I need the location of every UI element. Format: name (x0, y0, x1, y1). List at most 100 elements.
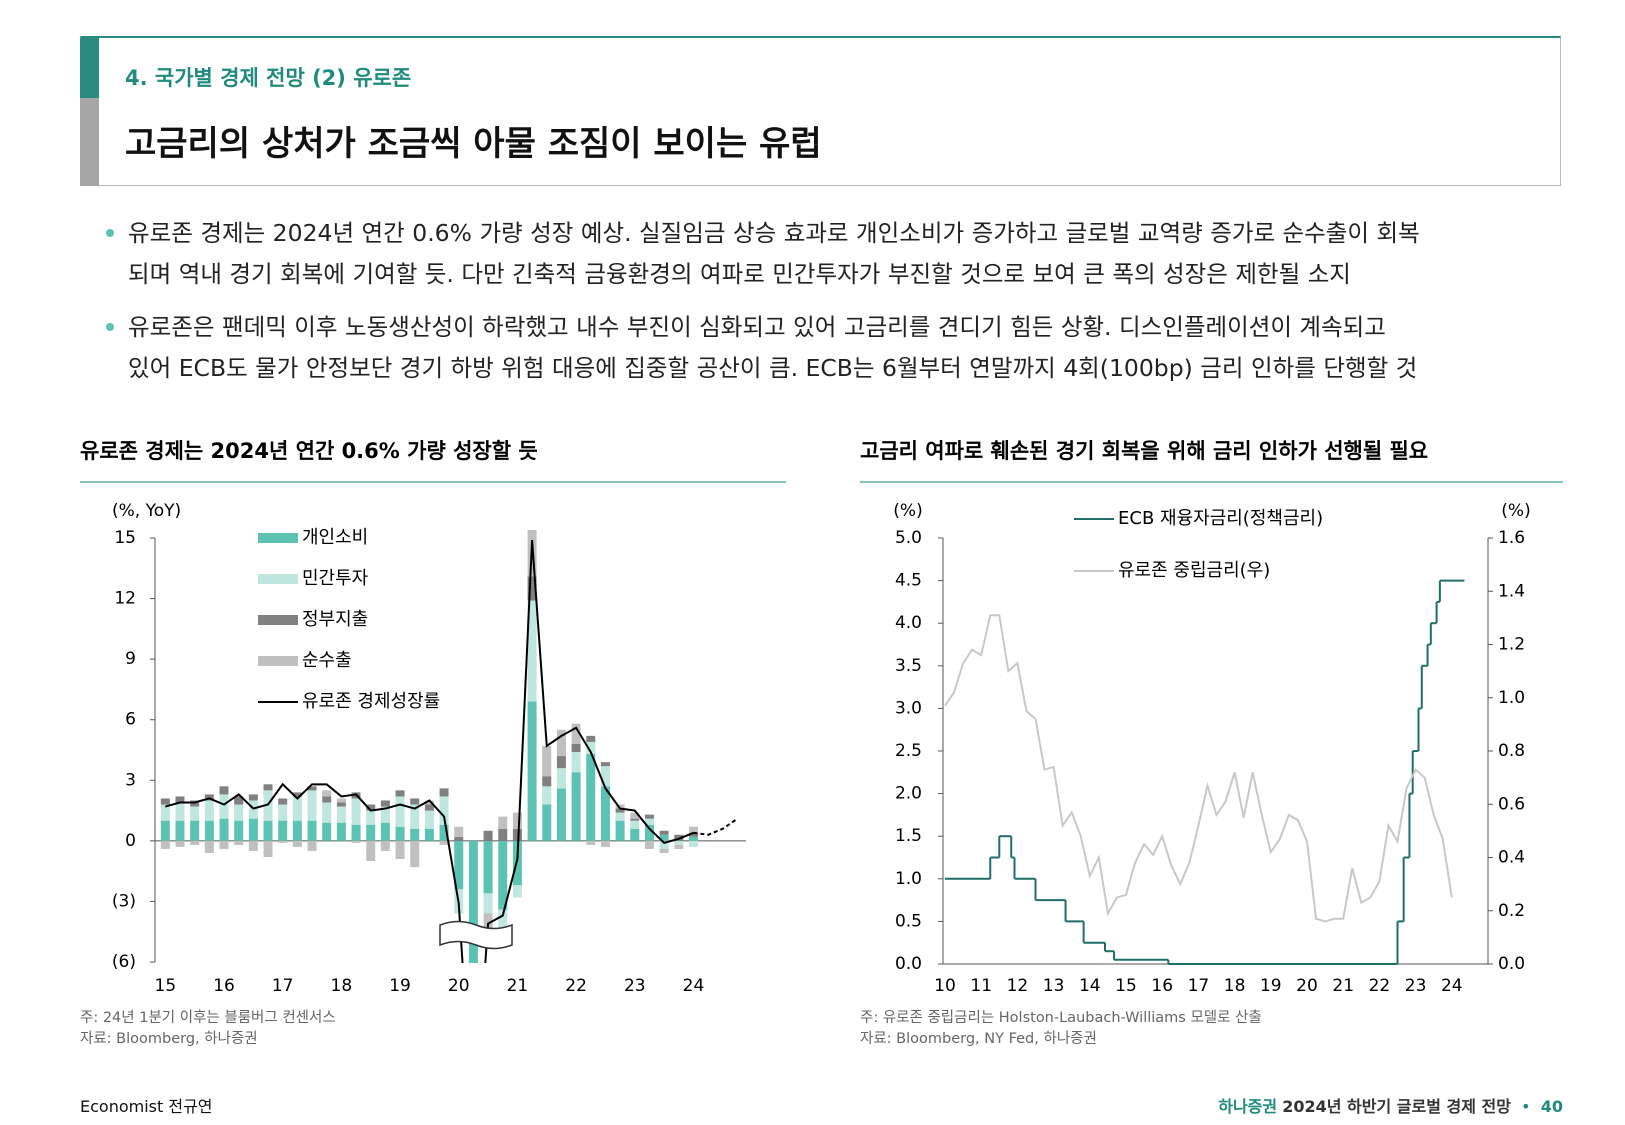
page-title: 고금리의 상처가 조금씩 아물 조짐이 보이는 유럽 (125, 124, 822, 164)
x-tick-label: 13 (1043, 976, 1065, 996)
x-tick-label: 16 (1151, 976, 1173, 996)
bar (219, 786, 229, 795)
bar (175, 802, 185, 821)
bar (615, 812, 625, 821)
x-tick-label: 11 (970, 976, 992, 996)
bar (351, 840, 361, 843)
bar (175, 840, 185, 847)
bar (410, 840, 420, 868)
bar (395, 826, 405, 841)
bar (469, 992, 478, 1083)
bar (644, 818, 654, 825)
bullet-text: 있어 ECB도 물가 안정보단 경기 하방 위험 대응에 집중할 공산이 큼. … (128, 354, 1418, 382)
bar (380, 800, 390, 807)
bar (659, 848, 669, 853)
bar (336, 806, 346, 823)
bar (512, 840, 522, 886)
bar (527, 701, 537, 841)
bar (630, 818, 640, 821)
y-tick-label: 0 (125, 831, 136, 851)
bar (248, 840, 258, 851)
bar (586, 735, 596, 742)
bar (688, 832, 698, 837)
bar (336, 822, 346, 841)
chart-title: 유로존 경제는 2024년 연간 0.6% 가량 성장할 듯 (80, 439, 538, 463)
bar (160, 798, 170, 805)
y-tick-label: 9 (125, 649, 136, 669)
bar (160, 804, 170, 821)
footer-title: 2024년 하반기 글로벌 경제 전망 (1282, 1097, 1511, 1116)
bar (644, 814, 654, 819)
bar (336, 802, 346, 807)
bar (424, 810, 434, 829)
bar (351, 798, 361, 825)
bar (542, 776, 552, 787)
bar (600, 840, 610, 847)
bar (190, 806, 200, 821)
legend-label: 유로존 경제성장률 (302, 691, 440, 712)
bar (204, 800, 214, 821)
legend-label: ECB 재융자금리(정책금리) (1118, 508, 1323, 529)
bar (571, 752, 581, 773)
x-tick-label: 23 (1405, 976, 1427, 996)
bar (175, 796, 185, 803)
bar (469, 1083, 478, 1095)
bar (175, 820, 185, 841)
bar (644, 824, 654, 841)
y2-tick-label: 1.2 (1498, 635, 1525, 655)
bar (190, 820, 200, 841)
bar (659, 834, 669, 841)
bar (542, 745, 552, 777)
bar (439, 840, 449, 845)
bar (439, 788, 449, 797)
bar (468, 840, 478, 963)
x-tick-label: 22 (1369, 976, 1391, 996)
bullet-text: 유로존은 팬데믹 이후 노동생산성이 하락했고 내수 부진이 심화되고 있어 고… (128, 313, 1386, 341)
x-tick-label: 17 (272, 976, 294, 996)
y-tick-label: 0.5 (895, 911, 922, 931)
bar (542, 786, 552, 805)
y-axis-unit: (%) (893, 501, 922, 521)
bar (674, 844, 684, 849)
bar (600, 762, 610, 767)
bar (498, 816, 508, 829)
section-label: 4. 국가별 경제 전망 (2) 유로존 (125, 66, 412, 90)
y-tick-label: 0.0 (895, 954, 922, 974)
x-tick-label: 16 (213, 976, 235, 996)
x-tick-label: 14 (1079, 976, 1101, 996)
x-tick-label: 18 (1224, 976, 1246, 996)
bar (556, 788, 566, 841)
y2-tick-label: 1.6 (1498, 528, 1525, 548)
bar (483, 830, 493, 841)
footer-page: 40 (1540, 1097, 1563, 1116)
bar (600, 786, 610, 841)
bar (380, 840, 390, 851)
bar (278, 820, 288, 841)
bar (322, 790, 332, 797)
footer-brand: 하나증권 (1218, 1097, 1278, 1116)
bar (630, 820, 640, 829)
x-tick-label: 24 (1441, 976, 1463, 996)
bar (307, 840, 317, 851)
bar (278, 798, 288, 805)
y-tick-label: 2.5 (895, 741, 922, 761)
bullet-dot (106, 229, 114, 237)
bar (586, 840, 596, 845)
bar (410, 804, 420, 829)
footer-author: Economist 전규연 (80, 1097, 213, 1116)
neutral-rate-line (944, 614, 1453, 923)
bar (586, 741, 596, 755)
bar (512, 828, 522, 841)
bar (278, 840, 288, 843)
bar (556, 768, 566, 789)
bar (366, 824, 376, 841)
bar (630, 828, 640, 841)
bar (278, 804, 288, 821)
x-tick-label: 19 (389, 976, 411, 996)
bar (659, 830, 669, 835)
bar (586, 754, 596, 841)
bar (498, 840, 508, 910)
chart-note: 주: 유로존 중립금리는 Holston-Laubach-Williams 모델… (860, 1009, 1262, 1026)
legend-swatch (258, 533, 298, 543)
